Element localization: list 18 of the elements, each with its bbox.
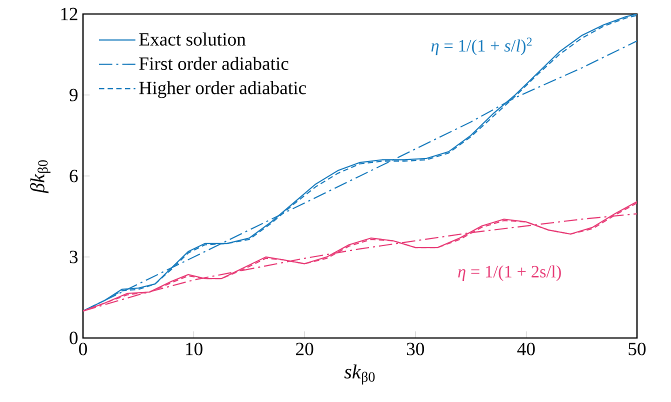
legend-label: Exact solution <box>139 32 246 46</box>
y-tick-label: 0 <box>70 332 78 344</box>
legend-label: Higher order adiabatic <box>139 81 306 98</box>
x-tick-label: 20 <box>296 342 314 356</box>
x-tick-label: 10 <box>186 342 202 356</box>
x-axis-title: sk$_{β0}$ <box>344 364 375 385</box>
legend-label: First order adiabatic <box>139 56 288 70</box>
y-tick-label: 9 <box>70 88 78 102</box>
x-tick-label: 30 <box>406 342 424 356</box>
x-tick-label: 0 <box>79 342 87 356</box>
y-tick-label: 6 <box>70 170 78 182</box>
y-tick-label: 3 <box>70 250 78 264</box>
annotation: η = 1/(1 + 2s/l) <box>458 265 561 282</box>
annotation: η = 1/(1 + s/l)$^{2}$ <box>431 38 532 56</box>
x-tick-label: 50 <box>628 342 646 356</box>
x-tick-label: 40 <box>517 342 535 356</box>
y-axis-title: βk$_{β0}$ <box>30 160 50 194</box>
y-tick-label: 12 <box>61 8 78 20</box>
